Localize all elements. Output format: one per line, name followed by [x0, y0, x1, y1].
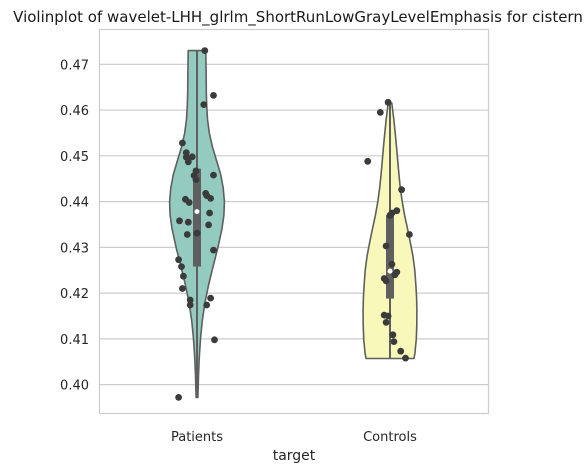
data-point [192, 176, 200, 184]
data-point [206, 209, 214, 217]
data-point [386, 211, 394, 219]
y-tick-label: 0.42 [60, 287, 89, 302]
data-point [175, 256, 183, 264]
data-point [188, 153, 196, 161]
data-point [210, 246, 217, 254]
data-point [185, 199, 193, 206]
data-point [176, 217, 183, 225]
data-point [200, 101, 208, 108]
data-point [390, 338, 398, 345]
data-point [183, 231, 191, 238]
y-tick-label: 0.45 [60, 150, 89, 165]
data-point [398, 186, 405, 194]
data-point [388, 260, 396, 268]
x-tick-labels: Patients Controls [171, 430, 417, 445]
data-point [382, 242, 390, 250]
data-point [186, 296, 194, 304]
iqr-box [193, 168, 201, 267]
data-point [184, 158, 192, 166]
y-tick-label: 0.47 [60, 58, 89, 73]
data-point [201, 47, 209, 54]
x-tick-label: Patients [171, 430, 223, 445]
data-point [203, 301, 211, 309]
data-point [178, 263, 185, 270]
data-point [207, 195, 215, 202]
data-point [402, 354, 409, 362]
median-marker [387, 268, 393, 274]
data-point [389, 331, 397, 339]
data-point [184, 218, 192, 226]
data-point [211, 336, 218, 344]
data-point [364, 157, 372, 165]
y-tick-label: 0.46 [60, 104, 89, 119]
data-point [193, 229, 201, 237]
median-marker [194, 209, 200, 215]
data-point [180, 272, 187, 280]
data-point [406, 231, 413, 238]
y-gridlines [100, 63, 488, 386]
data-point [397, 347, 405, 355]
data-point [384, 312, 392, 320]
data-point [179, 139, 186, 147]
y-tick-label: 0.41 [60, 333, 89, 348]
data-point [376, 109, 384, 116]
data-point [179, 285, 186, 292]
y-tick-label: 0.40 [60, 379, 89, 394]
x-axis-label: target [273, 448, 316, 464]
chart-title: Violinplot of wavelet-LHH_glrlm_ShortRun… [13, 8, 583, 27]
x-tick-label: Controls [363, 430, 417, 445]
strip-points [175, 47, 413, 401]
y-tick-labels: 0.40 0.41 0.42 0.43 0.44 0.45 0.46 0.47 [60, 58, 89, 393]
data-point [210, 171, 217, 179]
data-point [205, 221, 213, 229]
plot-frame [98, 28, 490, 415]
y-tick-label: 0.44 [60, 196, 89, 211]
data-point [175, 394, 183, 401]
y-tick-label: 0.43 [60, 241, 89, 256]
data-point [186, 301, 194, 309]
data-point [382, 319, 390, 326]
data-point [207, 294, 215, 302]
data-point [391, 271, 399, 279]
iqr-box [386, 215, 394, 299]
data-point [382, 277, 390, 285]
data-point [210, 92, 217, 99]
data-point [384, 98, 392, 106]
